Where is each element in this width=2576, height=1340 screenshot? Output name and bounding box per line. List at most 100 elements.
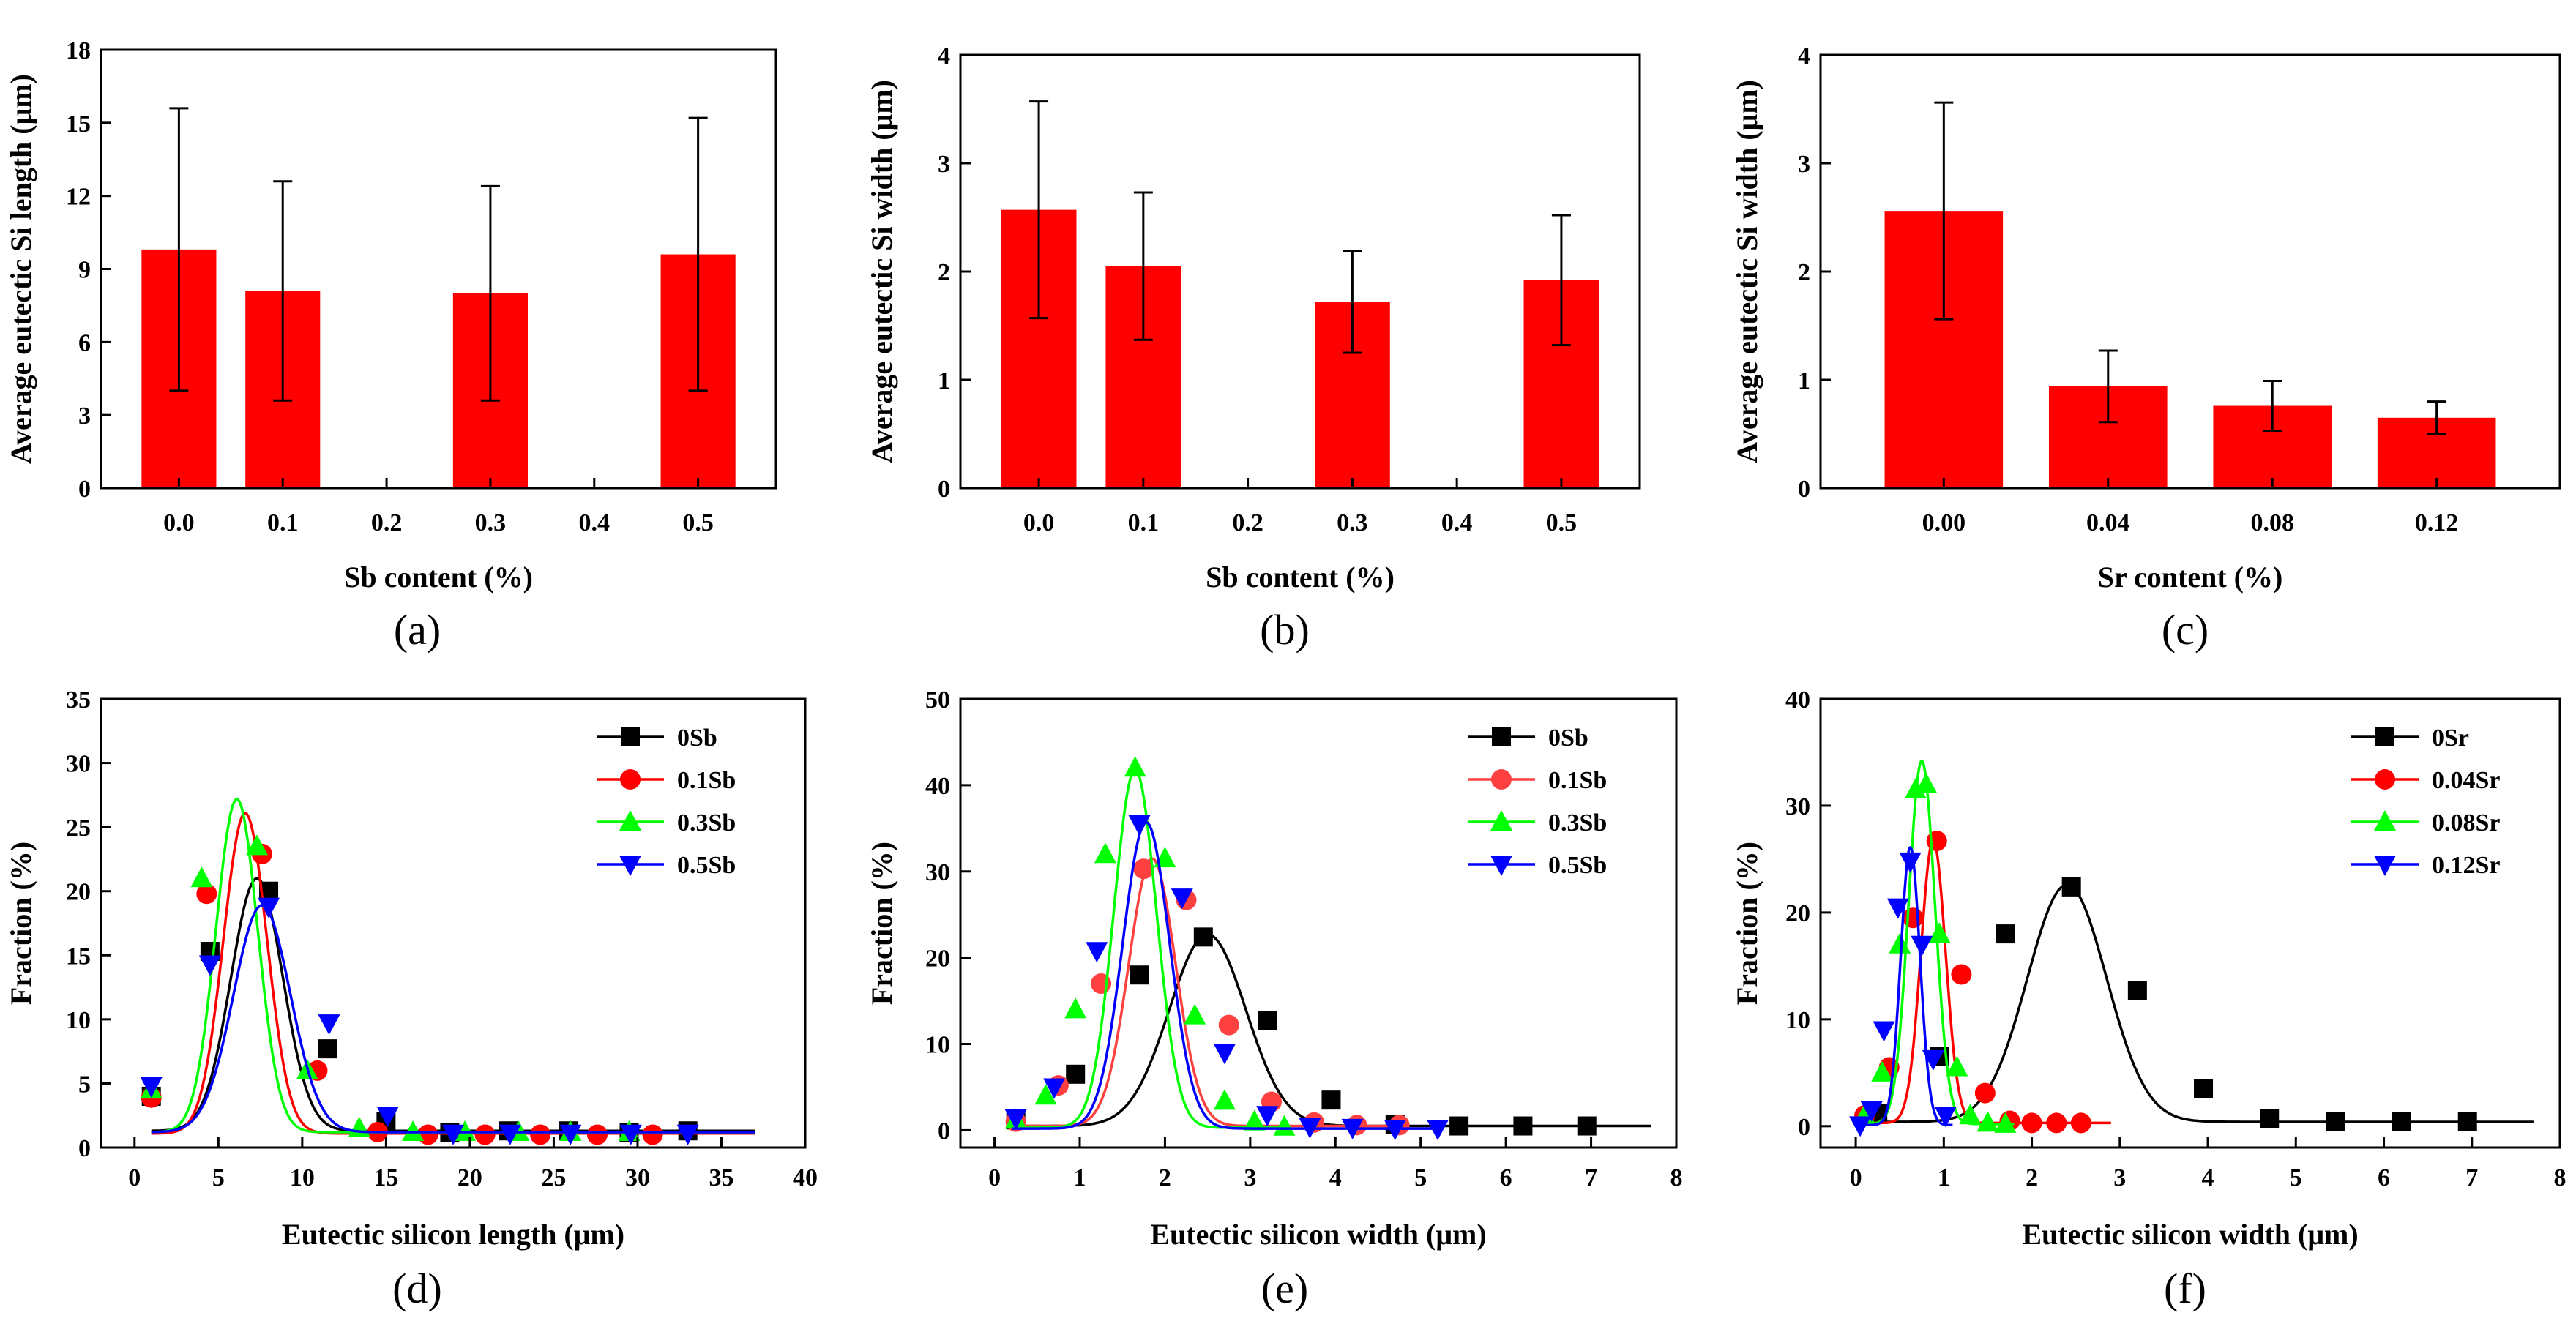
data-point-e-0.5Sb-8: [1341, 1118, 1364, 1139]
x-tick-label-f: 1: [1938, 1164, 1950, 1191]
legend-marker-e-0Sb: [1492, 727, 1511, 746]
y-tick-label-d: 30: [66, 751, 91, 778]
error-bar-b-5: [1551, 214, 1571, 347]
chart-a: 0 3 6 9 12 15 18 Average eutectic Si length (μm…: [4, 37, 777, 654]
data-point-f-0.04Sr-8: [2046, 1112, 2067, 1134]
data-point-d-0Sb-3: [318, 1039, 337, 1059]
data-point-d-0.1Sb-7: [530, 1124, 551, 1145]
legend-item-e-0Sb: 0Sb: [1468, 725, 1588, 752]
legend-marker-d-0.3Sb: [619, 810, 641, 831]
data-point-d-0.3Sb-5: [402, 1120, 425, 1141]
legend-label-f-0.08Sr: 0.08Sr: [2432, 809, 2501, 836]
x-axis-label-a: Sb content (%): [344, 561, 533, 594]
x-tick-label-a: 0.5: [682, 509, 714, 536]
error-bar-a-1: [273, 180, 293, 402]
y-tick-label-e: 0: [938, 1118, 950, 1145]
series-d-0Sb: [141, 877, 755, 1142]
x-tick-label-b: 0.2: [1232, 509, 1263, 536]
x-tick-label-f: 8: [2554, 1164, 2566, 1191]
data-point-d-0.1Sb-5: [417, 1124, 438, 1145]
x-tick-label-e: 8: [1670, 1164, 1683, 1191]
x-tick-label-d: 25: [541, 1164, 566, 1191]
panel-label-f: (f): [2164, 1265, 2206, 1312]
legend-label-f-0.04Sr: 0.04Sr: [2432, 767, 2501, 794]
error-bar-a-0: [169, 107, 189, 392]
legend-marker-e-0.5Sb: [1490, 856, 1512, 876]
plot-area-d: [140, 797, 755, 1145]
legend-item-d-0Sb: 0Sb: [597, 725, 717, 752]
y-tick-label-e: 20: [925, 946, 950, 973]
data-point-d-0.5Sb-0: [140, 1077, 163, 1098]
x-tick-label-c: 0.08: [2250, 509, 2294, 536]
legend-item-f-0Sr: 0Sr: [2351, 725, 2469, 752]
x-tick-label-f: 3: [2113, 1164, 2126, 1191]
data-point-e-0.5Sb-6: [1256, 1106, 1279, 1127]
x-tick-label-e: 7: [1585, 1164, 1597, 1191]
y-tick-label-f: 40: [1785, 686, 1810, 714]
y-tick-label-e: 40: [925, 773, 950, 800]
x-axis-label-f: Eutectic silicon width (μm): [2022, 1218, 2358, 1251]
x-tick-label-d: 40: [793, 1164, 818, 1191]
data-point-f-0.04Sr-7: [2021, 1112, 2042, 1134]
legend-label-d-0.3Sb: 0.3Sb: [677, 809, 736, 836]
x-tick-label-b: 0.5: [1546, 509, 1578, 536]
data-point-f-0Sr-6: [2260, 1109, 2280, 1128]
chart-b: 0 1 2 3 4 Average eutectic Si width (μm) 0.0 0.…: [865, 42, 1641, 654]
legend-item-f-0.12Sr: 0.12Sr: [2351, 852, 2501, 879]
data-point-e-0.5Sb-10: [1427, 1120, 1449, 1141]
data-point-f-0.08Sr-1: [1871, 1060, 1894, 1082]
fit-line-d-0.3Sb: [151, 797, 755, 1134]
data-point-d-0.1Sb-1: [196, 883, 217, 905]
y-tick-label-f: 10: [1785, 1007, 1810, 1034]
y-tick-label-e: 50: [925, 686, 950, 714]
data-point-f-0.04Sr-4: [1951, 964, 1972, 985]
data-point-e-0.5Sb-3: [1128, 815, 1151, 836]
x-tick-label-e: 6: [1500, 1164, 1512, 1191]
legend-label-f-0.12Sr: 0.12Sr: [2432, 852, 2501, 879]
legend-item-f-0.04Sr: 0.04Sr: [2351, 767, 2501, 794]
y-tick-label-d: 10: [66, 1007, 91, 1034]
y-tick-label-d: 15: [66, 943, 91, 970]
x-tick-label-e: 1: [1074, 1164, 1086, 1191]
y-tick-label-b: 4: [938, 42, 950, 70]
data-point-d-0.3Sb-6: [454, 1120, 477, 1141]
series-f-0Sr: [1868, 877, 2534, 1131]
legend-marker-f-0.04Sr: [2375, 769, 2395, 790]
y-tick-label-f: 30: [1785, 793, 1810, 820]
data-point-e-0.3Sb-3: [1094, 842, 1116, 864]
series-d-0.5Sb: [140, 897, 755, 1145]
legend-d: 0Sb 0.1Sb 0.3Sb 0.5Sb: [597, 725, 736, 879]
data-point-d-0.5Sb-3: [318, 1014, 340, 1036]
data-point-f-0.04Sr-9: [2070, 1112, 2091, 1134]
data-point-d-0.1Sb-6: [474, 1124, 496, 1145]
y-axis-label-b: Average eutectic Si width (μm): [865, 80, 898, 463]
panel-label-c: (c): [2162, 606, 2209, 654]
data-point-f-0Sr-8: [2392, 1112, 2411, 1131]
data-point-d-0.5Sb-6: [499, 1124, 521, 1145]
y-tick-label-c: 1: [1798, 367, 1810, 394]
panel-label-a: (a): [394, 606, 441, 654]
data-point-e-0Sb-3: [1193, 927, 1213, 947]
data-point-e-0Sb-8: [1513, 1116, 1533, 1136]
y-tick-label-b: 0: [938, 476, 950, 503]
legend-marker-e-0.1Sb: [1491, 769, 1512, 790]
x-tick-label-d: 10: [290, 1164, 315, 1191]
x-tick-label-f: 4: [2202, 1164, 2214, 1191]
panel-label-d: (d): [392, 1265, 442, 1312]
legend-marker-d-0.1Sb: [620, 769, 641, 790]
data-point-f-0.08Sr-2: [1889, 932, 1911, 954]
data-point-f-0Sr-7: [2326, 1112, 2345, 1131]
data-point-e-0.1Sb-5: [1218, 1014, 1239, 1036]
x-tick-label-f: 7: [2465, 1164, 2478, 1191]
y-tick-label-a: 0: [78, 476, 91, 503]
data-point-f-0Sr-3: [2061, 877, 2081, 897]
data-point-d-0.1Sb-9: [642, 1124, 663, 1145]
y-tick-label-a: 3: [78, 403, 91, 430]
error-bar-c-3: [2427, 400, 2446, 435]
legend-e: 0Sb 0.1Sb 0.3Sb 0.5Sb: [1468, 725, 1607, 879]
data-point-f-0.08Sr-8: [1976, 1111, 1999, 1132]
x-axis-label-c: Sr content (%): [2098, 561, 2283, 594]
error-bar-b-3: [1343, 250, 1362, 354]
legend-label-e-0Sb: 0Sb: [1548, 725, 1588, 752]
plot-area-e: [1004, 756, 1651, 1141]
